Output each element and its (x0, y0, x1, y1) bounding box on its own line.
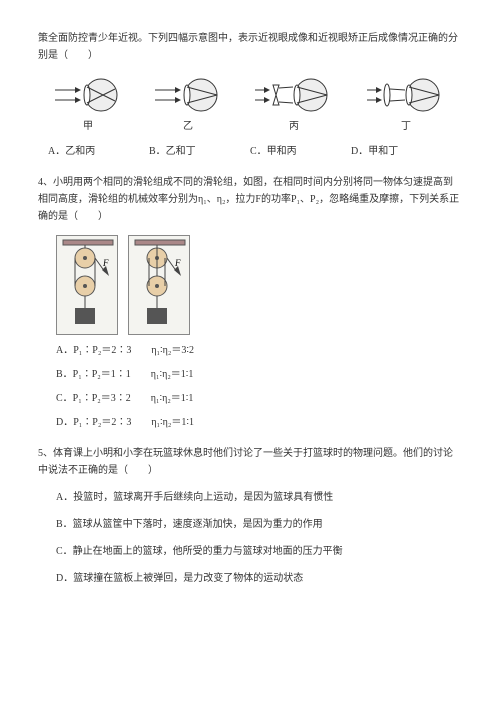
q4-opt-a: A．P₁∶P₂＝2∶3 η₁∶η₂＝3∶2 (56, 342, 462, 359)
q5-opt-a: A．投篮时，篮球离开手后继续向上运动，是因为篮球具有惯性 (56, 489, 462, 506)
svg-text:F: F (174, 258, 181, 268)
eye-diagram-bing (253, 74, 335, 116)
q4-figure-row: F F (56, 235, 462, 335)
q3-label-bing: 丙 (289, 118, 299, 135)
q3-choice-b: B．乙和丁 (149, 143, 250, 160)
q4-opt-d: D．P₁∶P₂＝2∶3 η₁∶η₂＝1∶1 (56, 414, 462, 431)
q4-stem: 4、小明用两个相同的滑轮组成不同的滑轮组，如图，在相同时间内分别将同一物体匀速提… (38, 174, 462, 225)
q5-opt-c: C．静止在地面上的篮球，他所受的重力与篮球对地面的压力平衡 (56, 543, 462, 560)
q3-label-jia: 甲 (83, 118, 93, 135)
q4-opt-b: B．P₁∶P₂＝1∶1 η₁∶η₂＝1∶1 (56, 366, 462, 383)
eye-diagram-jia (53, 74, 123, 116)
q3-choice-c: C．甲和丙 (250, 143, 351, 160)
svg-text:F: F (102, 258, 109, 268)
q5-opt-b: B．篮球从篮筐中下落时，速度逐渐加快，是因为重力的作用 (56, 516, 462, 533)
q3-label-yi: 乙 (183, 118, 193, 135)
q3-fig-bing: 丙 (253, 74, 335, 135)
q5-options: A．投篮时，篮球离开手后继续向上运动，是因为篮球具有惯性 B．篮球从篮筐中下落时… (38, 489, 462, 587)
q3-fig-ding: 丁 (365, 74, 447, 135)
q3-choice-a: A．乙和丙 (48, 143, 149, 160)
q4-pulley-right: F (128, 235, 190, 335)
q4-pulley-left: F (56, 235, 118, 335)
q3-choices: A．乙和丙 B．乙和丁 C．甲和丙 D．甲和丁 (38, 143, 462, 160)
q5-opt-d: D．篮球撞在篮板上被弹回，是力改变了物体的运动状态 (56, 570, 462, 587)
q3-figure-row: 甲 乙 丙 (38, 74, 462, 135)
q3-fig-jia: 甲 (53, 74, 123, 135)
eye-diagram-ding (365, 74, 447, 116)
eye-diagram-yi (153, 74, 223, 116)
q5-stem: 5、体育课上小明和小李在玩篮球休息时他们讨论了一些关于打篮球时的物理问题。他们的… (38, 445, 462, 479)
q3-stem: 策全面防控青少年近视。下列四幅示意图中，表示近视眼成像和近视眼矫正后成像情况正确… (38, 30, 462, 64)
q3-choice-d: D．甲和丁 (351, 143, 452, 160)
q3-fig-yi: 乙 (153, 74, 223, 135)
q4-opt-c: C．P₁∶P₂＝3∶2 η₁∶η₂＝1∶1 (56, 390, 462, 407)
q3-label-ding: 丁 (401, 118, 411, 135)
q4-options: A．P₁∶P₂＝2∶3 η₁∶η₂＝3∶2 B．P₁∶P₂＝1∶1 η₁∶η₂＝… (38, 342, 462, 431)
